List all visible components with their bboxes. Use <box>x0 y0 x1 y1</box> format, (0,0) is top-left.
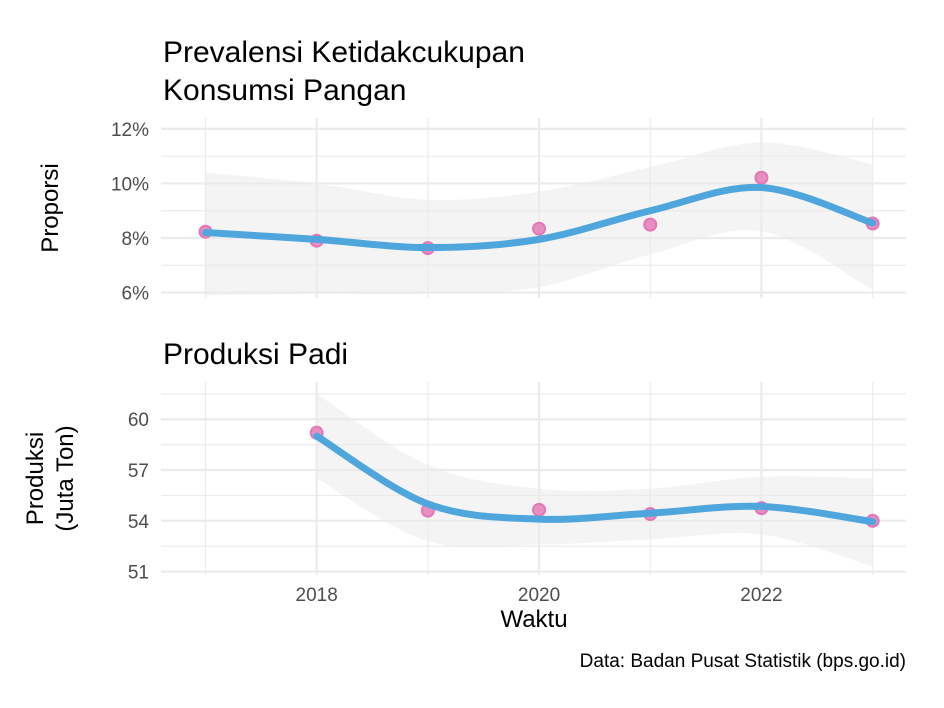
y-tick-label: 12% <box>111 120 149 141</box>
y-tick-label: 51 <box>128 563 149 584</box>
y-axis-label: Produksi <box>22 432 49 525</box>
x-tick-label: 2022 <box>740 585 782 606</box>
confidence-band <box>205 142 873 296</box>
panel-1: 6% 8% 10% 12% Prevalensi Ketidakcukupan Konsu… <box>37 36 906 305</box>
panel-2: 51 54 57 60 2018 2020 2022 Produksi Padi Produks… <box>22 338 906 606</box>
y-tick-label: 54 <box>128 512 150 533</box>
trend-line <box>313 432 877 526</box>
y-tick-label: 10% <box>111 174 149 195</box>
y-axis-label: Proporsi <box>37 163 64 252</box>
data-point <box>754 170 769 185</box>
panel-title: Produksi Padi <box>163 338 348 371</box>
panel-title: Prevalensi Ketidakcukupan <box>163 36 525 69</box>
y-axis-label: (Juta Ton) <box>52 425 79 531</box>
y-tick-label: 6% <box>122 284 150 305</box>
x-tick-label: 2020 <box>518 585 560 606</box>
data-point <box>643 217 658 232</box>
panel-title: Konsumsi Pangan <box>163 74 407 107</box>
x-axis-label: Waktu <box>500 606 567 633</box>
confidence-band <box>316 393 873 567</box>
y-tick-label: 8% <box>122 229 150 250</box>
y-tick-label: 57 <box>128 461 149 482</box>
data-point <box>532 502 547 517</box>
trend-line <box>201 183 877 252</box>
x-tick-label: 2018 <box>296 585 338 606</box>
data-caption: Data: Badan Pusat Statistik (bps.go.id) <box>580 651 906 672</box>
data-point <box>532 221 547 236</box>
y-tick-label: 60 <box>128 410 149 431</box>
